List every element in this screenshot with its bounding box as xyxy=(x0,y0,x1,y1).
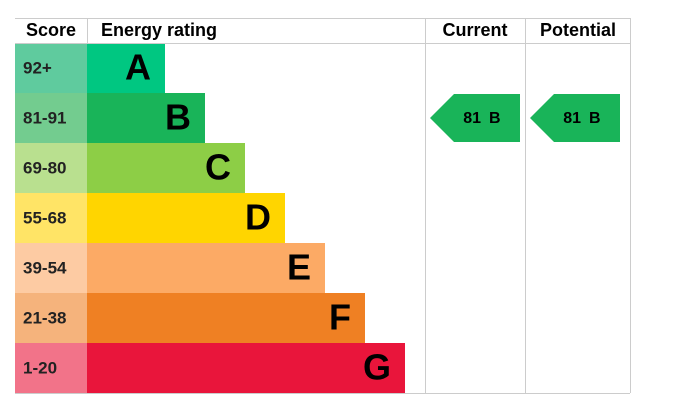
potential-arrow xyxy=(530,94,620,142)
current-letter: B xyxy=(489,110,501,127)
rating-bar xyxy=(87,293,365,343)
score-cell xyxy=(15,343,87,393)
rating-bar xyxy=(87,143,245,193)
rating-letter: E xyxy=(287,247,311,288)
score-label: 92+ xyxy=(23,58,52,77)
score-label: 1-20 xyxy=(23,358,57,377)
rating-bar xyxy=(87,93,205,143)
potential-score: 81 xyxy=(563,110,581,127)
score-cell xyxy=(15,143,87,193)
rating-letter: D xyxy=(245,197,271,238)
potential-header: Potential xyxy=(540,20,616,40)
score-cell xyxy=(15,293,87,343)
score-label: 69-80 xyxy=(23,158,66,177)
rating-letter: A xyxy=(125,47,151,88)
rating-letter: C xyxy=(205,147,231,188)
score-cell xyxy=(15,193,87,243)
rating-bar xyxy=(87,343,405,393)
score-header: Score xyxy=(26,20,76,40)
rating-letter: F xyxy=(329,297,351,338)
rating-header: Energy rating xyxy=(101,20,217,40)
current-arrow xyxy=(430,94,520,142)
rating-letter: B xyxy=(165,97,191,138)
rating-bar xyxy=(87,243,325,293)
score-cell xyxy=(15,43,87,93)
rating-bar xyxy=(87,43,165,93)
score-label: 81-91 xyxy=(23,108,66,127)
score-label: 55-68 xyxy=(23,208,66,227)
score-label: 21-38 xyxy=(23,308,66,327)
current-header: Current xyxy=(442,20,507,40)
rating-letter: G xyxy=(363,347,391,388)
score-cell xyxy=(15,243,87,293)
current-score: 81 xyxy=(463,110,481,127)
score-cell xyxy=(15,93,87,143)
rating-bar xyxy=(87,193,285,243)
score-label: 39-54 xyxy=(23,258,67,277)
potential-letter: B xyxy=(589,110,601,127)
